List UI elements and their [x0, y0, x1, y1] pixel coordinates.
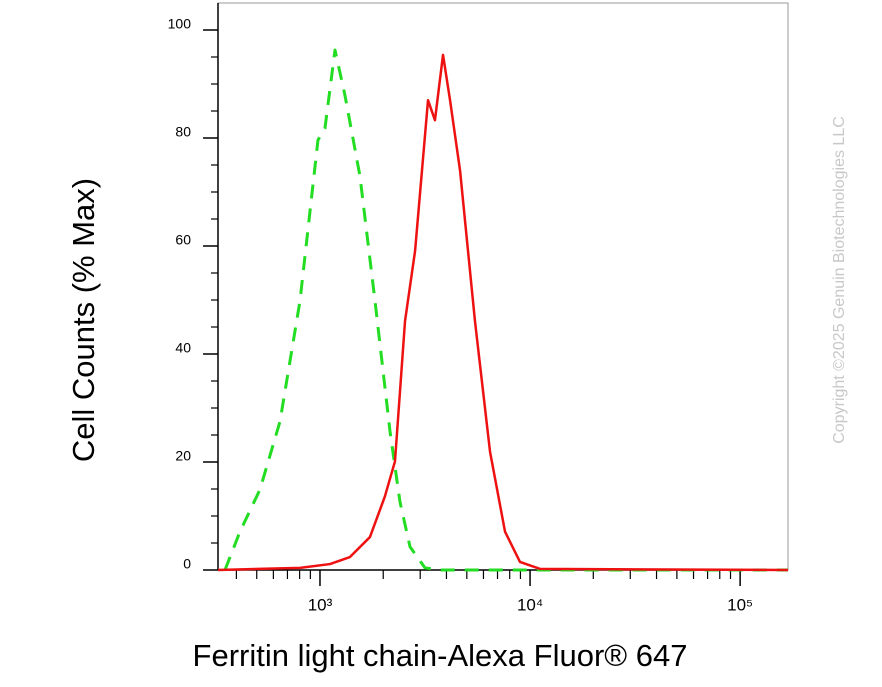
x-tick-label: 10⁵	[727, 595, 753, 614]
y-axis-label: Cell Counts (% Max)	[66, 178, 101, 462]
watermark: Copyright ©2025 Genuin Biotechnologies L…	[831, 116, 848, 444]
x-axis-label: Ferritin light chain-Alexa Fluor® 647	[193, 638, 688, 673]
y-tick-label: 40	[175, 340, 191, 356]
y-tick-label: 20	[175, 448, 191, 464]
plot-frame	[217, 2, 789, 571]
x-tick-label: 10³	[308, 595, 333, 614]
y-tick-label: 100	[168, 16, 192, 32]
y-tick-label: 0	[183, 556, 191, 572]
y-tick-label: 80	[175, 124, 191, 140]
y-tick-label: 60	[175, 232, 191, 248]
series-line	[223, 48, 788, 572]
x-tick-label: 10⁴	[517, 595, 543, 614]
series-line	[217, 53, 789, 572]
